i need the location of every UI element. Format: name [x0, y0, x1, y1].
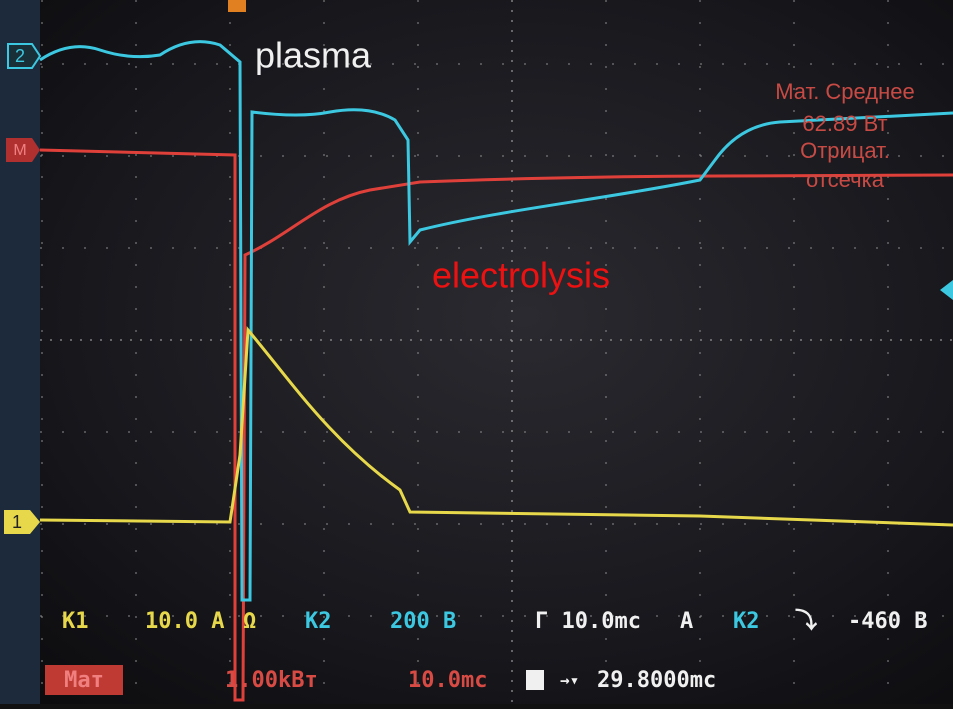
math-badge — [45, 665, 123, 695]
graticule — [40, 0, 953, 704]
trigger-source: K2 — [733, 609, 760, 634]
k1-label: K1 — [62, 609, 89, 634]
annotation-plasma: plasma — [255, 35, 372, 76]
trigger-mode: A — [680, 609, 693, 634]
math-time: 10.0mc — [408, 668, 487, 693]
trace-ch2 — [39, 40, 953, 602]
measurement: Мат. Среднее 62.89 Вт Отрицат. отсечка — [775, 79, 915, 192]
marker-ch1: 1 — [4, 510, 40, 534]
k2-label: K2 — [305, 609, 332, 634]
marker-ch2: 2 — [7, 43, 42, 69]
trace-ch1 — [39, 326, 953, 527]
left-bezel — [0, 0, 40, 704]
annotation-electrolysis: electrolysis — [432, 255, 610, 296]
marker-label: 2 — [15, 46, 25, 66]
timebase: Г 10.0mc — [535, 609, 641, 634]
measurement-title: Мат. Среднее — [775, 79, 915, 104]
math-scale: 1.00kВт — [225, 668, 318, 693]
marker-label: 1 — [12, 512, 22, 532]
trigger-icon — [526, 670, 544, 690]
k2-scale: 200 B — [390, 609, 456, 634]
k1-scale: 10.0 A — [145, 609, 224, 634]
measurement-line: отсечка — [806, 167, 885, 192]
trigger-marker — [940, 280, 953, 300]
measurement-value: 62.89 Вт — [802, 111, 887, 136]
trigger-pos-marker — [228, 0, 246, 12]
trace-math — [39, 148, 953, 702]
measurement-line: Отрицат. — [800, 138, 890, 163]
trigger-level: -460 B — [848, 609, 927, 634]
marker-math: M — [6, 138, 40, 162]
marker-label: M — [13, 142, 26, 159]
k1-impedance: Ω — [243, 609, 256, 634]
trigger-slope: ⤵ — [795, 609, 818, 634]
status-bar: K1 10.0 A Ω K2 200 B Г 10.0mc A K2 ⤵ -46… — [45, 609, 927, 695]
trigger-pos: 29.8000mc — [597, 668, 716, 693]
trigger-arrow: →▾ — [560, 671, 579, 690]
math-label: Мат — [64, 668, 104, 693]
